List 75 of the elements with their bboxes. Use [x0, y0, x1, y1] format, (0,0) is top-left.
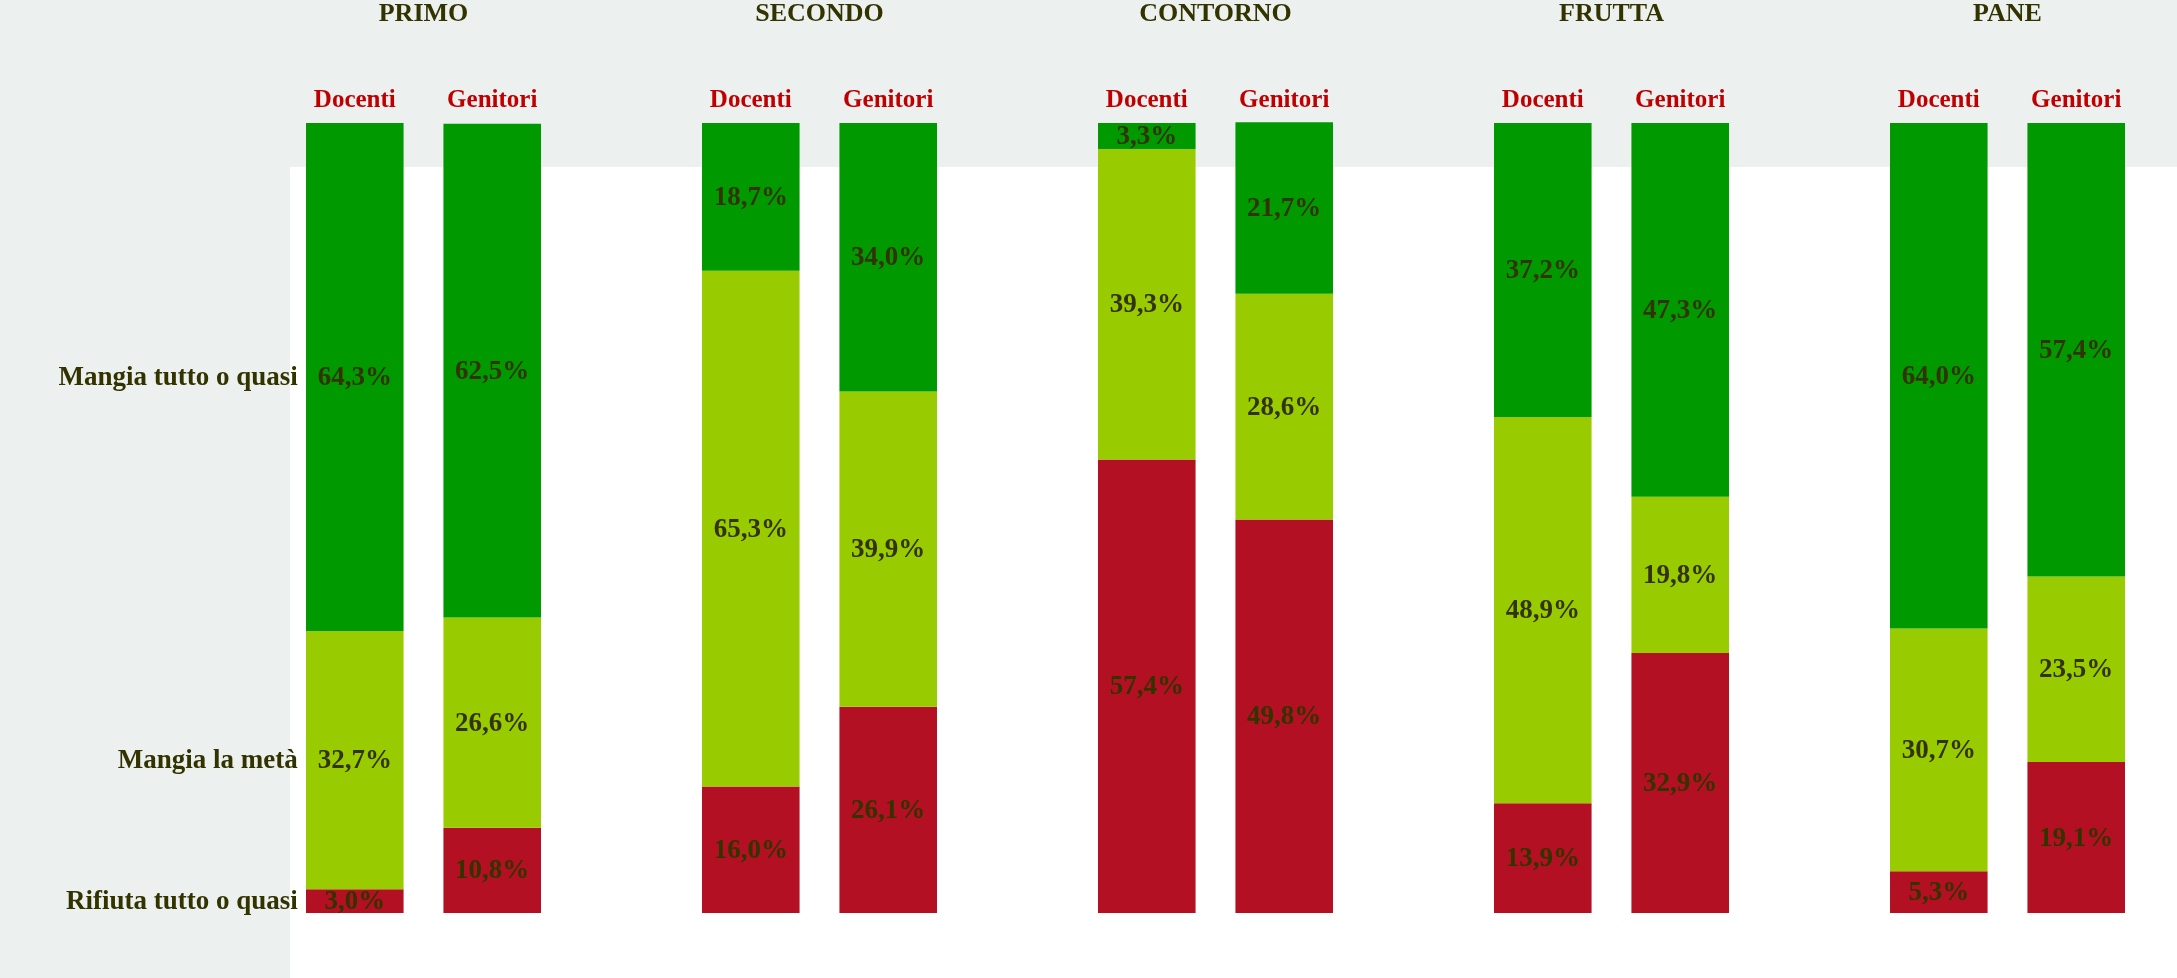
bar [1235, 293, 1333, 520]
bar [1494, 123, 1592, 417]
x-tick-label: Genitori [447, 84, 538, 112]
data-label: 13,9% [1505, 842, 1580, 873]
bar [1631, 123, 1729, 497]
data-label: 48,9% [1505, 594, 1580, 625]
bar [702, 123, 800, 271]
x-tick-label: Genitori [843, 84, 934, 112]
bar [839, 706, 937, 913]
data-label: 39,3% [1109, 288, 1184, 319]
bar [1631, 653, 1729, 913]
series-label: Mangia tutto o quasi [58, 360, 299, 391]
data-label: 57,4% [1109, 670, 1184, 701]
data-label: 30,7% [1901, 733, 1976, 764]
bar [1494, 416, 1592, 804]
data-label: 34,0% [851, 241, 926, 272]
x-tick-label: Docenti [1897, 84, 1980, 112]
series-label: Rifiuta tutto o quasi [66, 885, 299, 916]
bar [1235, 519, 1333, 913]
data-label: 21,7% [1247, 191, 1322, 222]
bar [1098, 149, 1196, 460]
data-label: 32,9% [1643, 767, 1718, 798]
data-label: 3,3% [1116, 120, 1178, 151]
data-label: 3,0% [324, 885, 386, 916]
data-label: 23,5% [2039, 653, 2114, 684]
data-label: 16,0% [713, 833, 788, 864]
data-label: 19,1% [2039, 821, 2114, 852]
data-label: 26,6% [455, 706, 530, 737]
bar [1235, 122, 1333, 294]
data-label: 18,7% [713, 180, 788, 211]
data-label: 39,9% [851, 533, 926, 564]
bar [702, 270, 800, 787]
data-label: 19,8% [1643, 558, 1718, 589]
chart-title: PANE [1973, 0, 2042, 27]
x-tick-label: Genitori [1239, 84, 1330, 112]
bar [1494, 803, 1592, 913]
bar [839, 123, 937, 392]
bar [1890, 123, 1988, 629]
data-label: 37,2% [1505, 253, 1580, 284]
data-label: 28,6% [1247, 390, 1322, 421]
chart-title: FRUTTA [1559, 0, 1665, 27]
bar [306, 123, 404, 631]
bar [2027, 123, 2125, 577]
bar [2027, 576, 2125, 763]
data-label: 32,7% [317, 744, 392, 775]
chart-title: SECONDO [755, 0, 884, 27]
x-tick-label: Genitori [2031, 84, 2122, 112]
series-label: Mangia la metà [117, 744, 299, 775]
x-tick-label: Docenti [313, 84, 396, 112]
data-label: 26,1% [851, 793, 926, 824]
data-label: 65,3% [713, 512, 788, 543]
data-label: 47,3% [1643, 293, 1718, 324]
bar [306, 630, 404, 890]
x-tick-label: Docenti [1105, 84, 1188, 112]
bar [1631, 496, 1729, 654]
bar [839, 391, 937, 707]
x-tick-label: Docenti [1501, 84, 1584, 112]
data-label: 57,4% [2039, 333, 2114, 364]
bar [2027, 762, 2125, 913]
bar [443, 617, 541, 828]
chart-title: PRIMO [378, 0, 469, 27]
bar [443, 123, 541, 618]
chart-title: CONTORNO [1139, 0, 1292, 27]
data-label: 5,3% [1908, 876, 1970, 907]
bar [1890, 628, 1988, 872]
data-label: 64,0% [1901, 359, 1976, 390]
bar [443, 827, 541, 913]
data-label: 64,3% [317, 360, 392, 391]
bar [1098, 459, 1196, 913]
data-label: 62,5% [455, 354, 530, 385]
x-tick-label: Genitori [1635, 84, 1726, 112]
x-tick-label: Docenti [709, 84, 792, 112]
data-label: 49,8% [1247, 700, 1322, 731]
bar [702, 786, 800, 913]
data-label: 10,8% [455, 854, 530, 885]
